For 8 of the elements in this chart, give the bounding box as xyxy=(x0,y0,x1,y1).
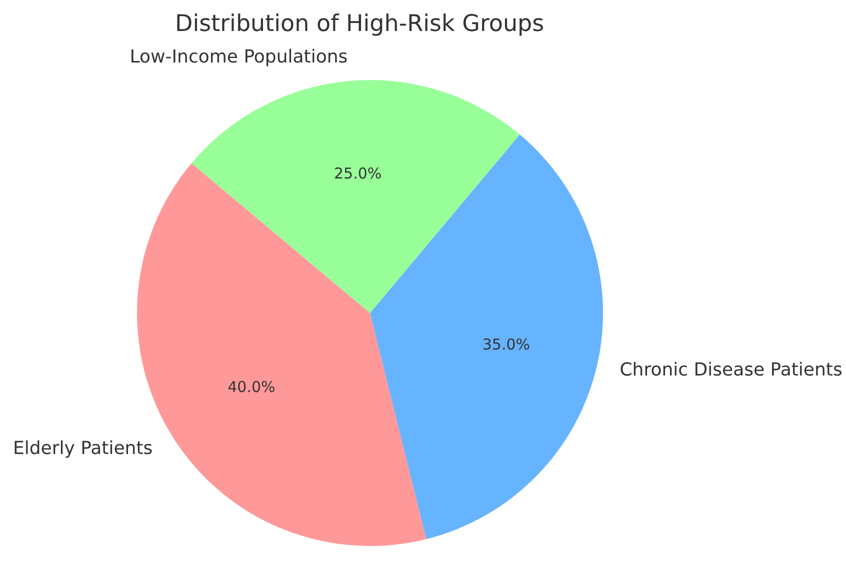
slice-label: Low-Income Populations xyxy=(130,46,348,68)
chart-title: Distribution of High-Risk Groups xyxy=(175,11,544,37)
data-label: 40.0% xyxy=(228,378,276,396)
pie-slice xyxy=(192,80,520,313)
data-label: 25.0% xyxy=(334,164,382,183)
data-label: 35.0% xyxy=(482,335,530,354)
slice-label: Chronic Disease Patients xyxy=(620,360,842,381)
slice-label: Elderly Patients xyxy=(12,438,153,459)
